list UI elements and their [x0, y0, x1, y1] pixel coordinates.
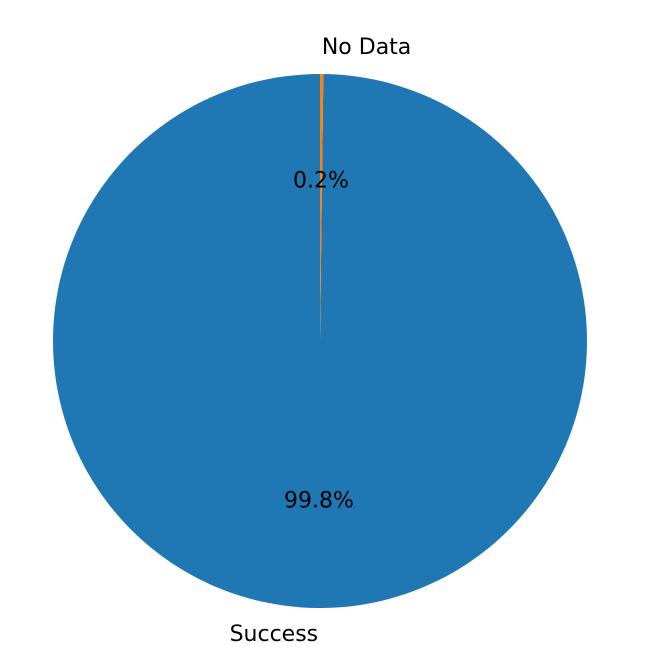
pie-slice-no-data — [320, 74, 324, 341]
pie-category-label: Success — [230, 622, 319, 647]
pie-percent-label: 99.8% — [284, 489, 354, 514]
pie-category-label: No Data — [322, 35, 411, 60]
pie-percent-label: 0.2% — [293, 168, 349, 193]
pie-labels: 99.8% Success 0.2% No Data — [230, 35, 412, 647]
pie-slices — [53, 74, 588, 608]
pie-slice-success — [53, 74, 588, 608]
